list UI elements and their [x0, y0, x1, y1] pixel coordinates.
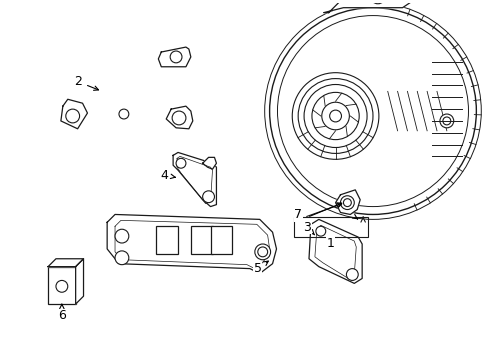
Circle shape — [66, 109, 80, 123]
Polygon shape — [308, 219, 362, 283]
Circle shape — [315, 226, 325, 236]
Bar — [294, 217, 367, 237]
Text: 2: 2 — [74, 75, 81, 88]
Polygon shape — [335, 190, 360, 215]
Bar — [210, 226, 232, 254]
Circle shape — [442, 117, 450, 125]
Circle shape — [119, 109, 128, 119]
Circle shape — [321, 102, 348, 130]
Text: 5: 5 — [253, 262, 261, 275]
Bar — [48, 267, 76, 304]
Polygon shape — [72, 104, 181, 123]
Circle shape — [298, 78, 372, 153]
Text: 6: 6 — [58, 309, 66, 322]
Circle shape — [115, 229, 128, 243]
Circle shape — [257, 247, 267, 257]
Text: 1: 1 — [326, 237, 334, 249]
Text: 4: 4 — [160, 168, 168, 181]
Circle shape — [343, 199, 350, 207]
Polygon shape — [173, 152, 216, 207]
Polygon shape — [202, 157, 216, 169]
Polygon shape — [107, 215, 276, 274]
Circle shape — [346, 269, 358, 280]
Circle shape — [311, 93, 359, 140]
Circle shape — [304, 85, 366, 148]
Polygon shape — [158, 47, 190, 67]
Circle shape — [115, 251, 128, 265]
Circle shape — [340, 196, 353, 210]
Polygon shape — [61, 99, 87, 129]
Polygon shape — [89, 57, 174, 126]
Circle shape — [439, 114, 453, 128]
Polygon shape — [76, 259, 83, 304]
Polygon shape — [78, 49, 158, 119]
Circle shape — [369, 0, 385, 4]
Circle shape — [172, 111, 185, 125]
Polygon shape — [48, 259, 83, 267]
Circle shape — [254, 244, 270, 260]
Circle shape — [329, 110, 341, 122]
Bar — [190, 226, 212, 254]
Circle shape — [292, 73, 378, 159]
Polygon shape — [166, 106, 192, 129]
Circle shape — [170, 51, 182, 63]
Circle shape — [176, 158, 185, 168]
Text: 3: 3 — [303, 221, 310, 234]
Polygon shape — [323, 0, 416, 13]
Circle shape — [269, 8, 475, 215]
Text: 7: 7 — [294, 208, 302, 221]
Bar — [156, 226, 178, 254]
Circle shape — [202, 191, 214, 203]
Circle shape — [56, 280, 68, 292]
